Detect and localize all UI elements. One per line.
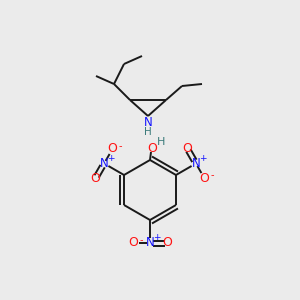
Text: N: N [146, 236, 154, 250]
Text: N: N [191, 157, 200, 170]
Text: +: + [107, 154, 115, 163]
Text: -: - [139, 235, 143, 245]
Text: H: H [157, 137, 165, 147]
Text: O: O [128, 236, 138, 250]
Text: O: O [147, 142, 157, 154]
Text: +: + [153, 233, 161, 242]
Text: O: O [108, 142, 118, 155]
Text: O: O [162, 236, 172, 250]
Text: H: H [144, 127, 152, 137]
Text: N: N [100, 157, 109, 170]
Text: -: - [211, 170, 214, 180]
Text: O: O [182, 142, 192, 155]
Text: N: N [144, 116, 152, 130]
Text: O: O [200, 172, 209, 185]
Text: O: O [91, 172, 100, 185]
Text: +: + [199, 154, 207, 163]
Text: -: - [119, 141, 122, 151]
